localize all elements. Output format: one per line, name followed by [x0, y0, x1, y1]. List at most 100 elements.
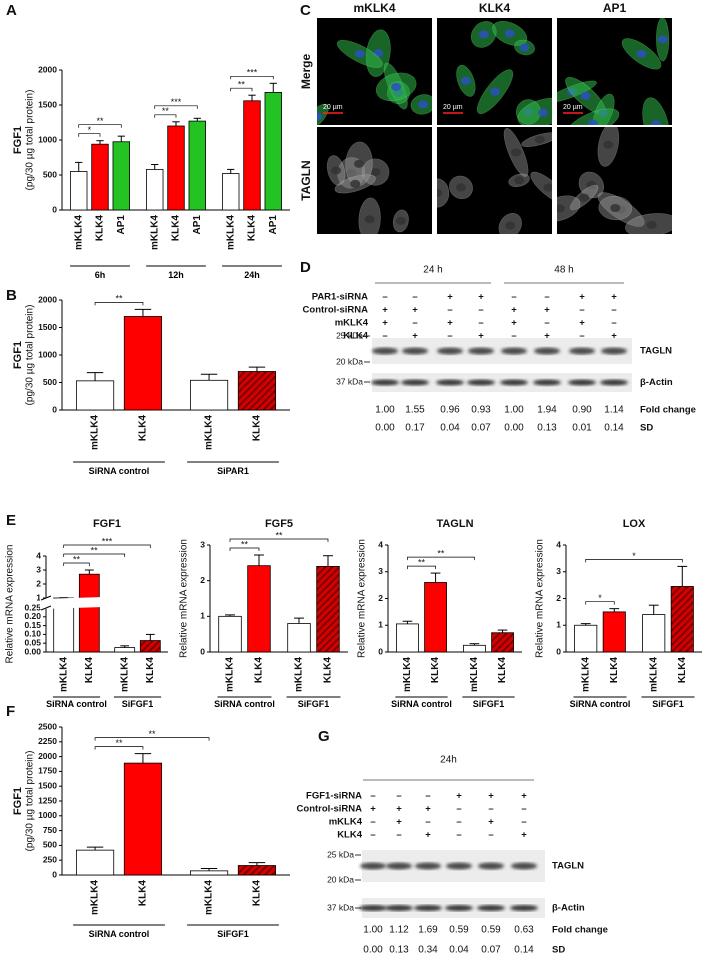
x-tick-label: KLK4	[171, 215, 182, 242]
fold-change-value: 1.14	[604, 405, 624, 416]
group-label: SiRNA control	[88, 929, 150, 939]
x-tick-label: KLK4	[138, 880, 149, 907]
nucleus	[603, 140, 614, 149]
bar	[167, 125, 185, 211]
nucleus	[657, 35, 668, 44]
condition-sign: +	[544, 305, 550, 316]
blot-band	[385, 905, 413, 911]
significance-bracket	[407, 556, 475, 561]
nucleus	[370, 168, 381, 177]
y-tick-label: 2000	[38, 294, 57, 304]
significance-bracket	[154, 105, 198, 109]
group-label: SiRNA control	[214, 699, 275, 709]
significance-bracket	[94, 302, 144, 306]
y-tick-label: 1	[200, 611, 205, 621]
nucleus	[354, 159, 365, 168]
blot-band	[386, 862, 412, 870]
y-tick-label: 2	[36, 578, 41, 588]
significance-label: ***	[102, 536, 113, 546]
group-label-box: SiRNA control	[214, 699, 275, 709]
micrograph	[437, 18, 552, 125]
condition-sign: +	[488, 817, 494, 828]
condition-sign: +	[611, 292, 617, 303]
significance-label: *	[88, 125, 92, 135]
y-tick-label: 3	[200, 539, 205, 549]
y-axis-title: Relative mRNA expression	[179, 539, 190, 658]
condition-sign: +	[579, 292, 585, 303]
y-tick-label: 250	[43, 854, 57, 864]
nucleus	[534, 135, 545, 144]
fold-change-value: 0.59	[449, 925, 469, 936]
y-tick-label: 1	[36, 592, 41, 602]
fold-change-value: 1.55	[405, 405, 425, 416]
significance-label: **	[162, 106, 170, 116]
blot-band	[468, 347, 494, 355]
fold-change-value: 1.12	[389, 925, 409, 936]
x-tick-label: mKLK4	[90, 415, 101, 450]
sd-value: 0.13	[389, 945, 409, 956]
group-label-box: SiRNA control	[88, 466, 150, 476]
blot-band	[511, 862, 537, 870]
condition-sign: +	[396, 804, 402, 815]
group-label-box: SiFGF1	[217, 929, 249, 939]
condition-sign: –	[456, 804, 461, 815]
sd-value: 0.01	[572, 423, 592, 434]
bar	[189, 379, 229, 411]
x-tick-label: KLK4	[247, 215, 258, 242]
significance-label: **	[115, 738, 123, 748]
y-tick-label: 0.10	[24, 629, 41, 639]
condition-label: FGF1-siRNA	[306, 791, 362, 802]
scale-bar-label: 20 µm	[563, 104, 583, 111]
bar	[188, 120, 206, 211]
y-tick-label: 1500	[38, 780, 57, 790]
significance-label: **	[418, 557, 426, 567]
bar	[670, 586, 694, 653]
blot-band	[415, 862, 441, 870]
x-tick-label: mKLK4	[58, 657, 69, 692]
group-label-box: 24h	[244, 270, 260, 280]
condition-sign: –	[396, 791, 401, 802]
fold-change-value: 0.90	[572, 405, 592, 416]
nucleus	[346, 168, 357, 177]
condition-sign: +	[412, 331, 418, 342]
bar	[75, 380, 115, 411]
blot-band	[478, 862, 504, 870]
bar	[463, 644, 486, 653]
nucleus	[418, 100, 429, 109]
condition-label: mKLK4	[335, 318, 369, 329]
nucleus	[350, 179, 361, 188]
blot-band	[402, 347, 428, 355]
significance-bracket	[229, 547, 260, 551]
condition-sign: +	[425, 804, 431, 815]
y-tick-label: 0	[52, 404, 57, 414]
condition-sign: –	[521, 817, 526, 828]
axis-break	[40, 595, 170, 609]
marker-label: 20 kDa	[327, 874, 354, 884]
significance-bracket	[230, 75, 274, 80]
fold-change-value: 1.00	[504, 405, 524, 416]
panel-letter: D	[300, 259, 311, 276]
y-tick-label: 2	[200, 575, 205, 585]
marker-label: 25 kDa	[327, 849, 354, 859]
bar	[237, 865, 277, 876]
y-tick-label: 2	[556, 593, 561, 603]
bar	[424, 582, 447, 653]
nucleus	[478, 30, 489, 39]
group-label: SiRNA control	[88, 466, 150, 476]
x-tick-label: mKLK4	[204, 880, 215, 915]
x-tick-label: mKLK4	[90, 880, 101, 915]
significance-label: ***	[247, 68, 258, 78]
bar	[53, 597, 75, 653]
fold-change-value: 1.69	[418, 925, 438, 936]
x-tick-label: mKLK4	[225, 215, 236, 250]
condition-sign: +	[412, 305, 418, 316]
y-tick-label: 1000	[38, 134, 57, 144]
column-title: AP1	[603, 1, 627, 15]
fold-change-label: Fold change	[640, 405, 696, 416]
blot-band	[600, 379, 628, 386]
significance-label: *	[598, 593, 602, 603]
y-tick-label: 2250	[38, 736, 57, 746]
y-axis-title: FGF1	[12, 341, 24, 369]
blot-band	[359, 905, 387, 911]
nucleus	[505, 221, 516, 230]
